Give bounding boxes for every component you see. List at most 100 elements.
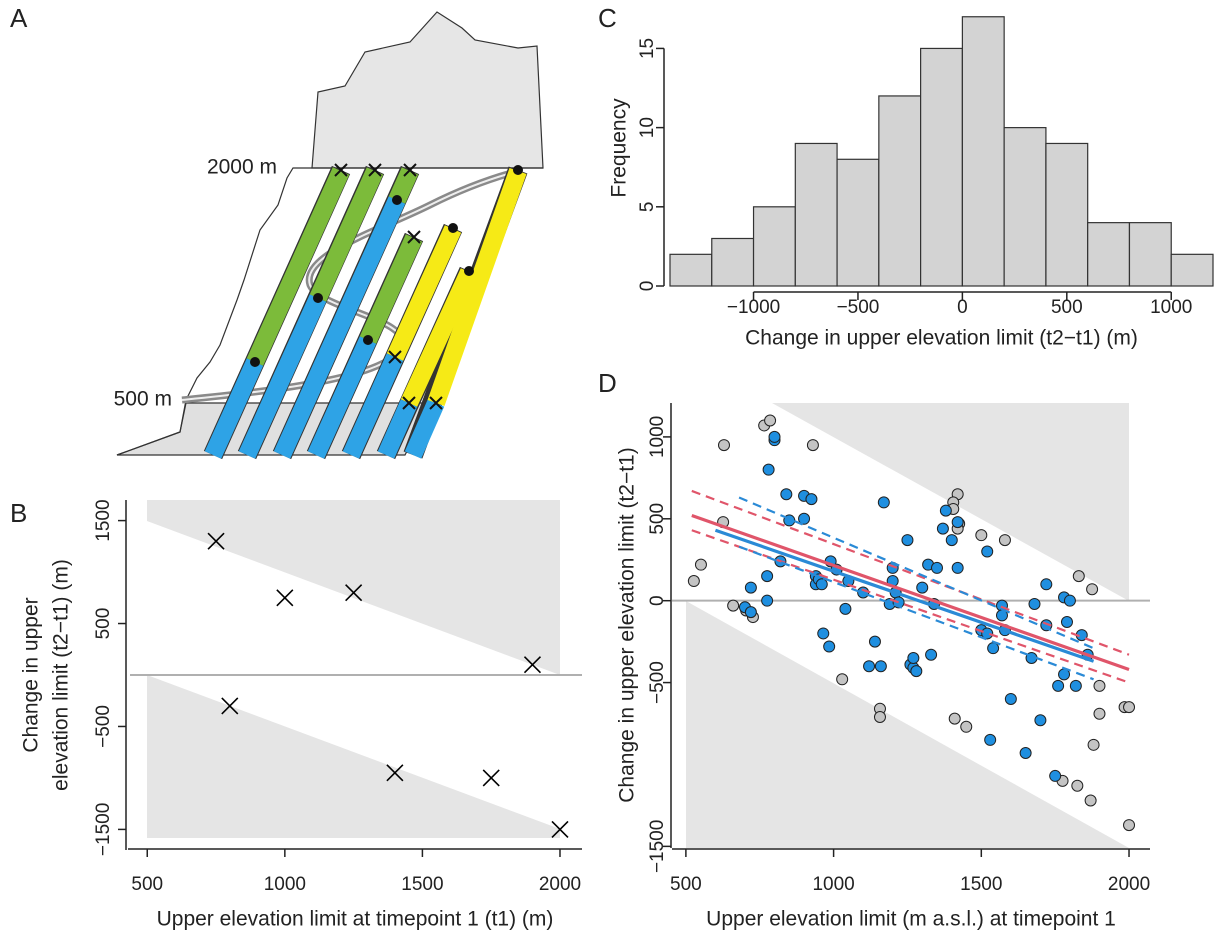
- y-axis-title: Frequency: [608, 98, 631, 198]
- x-axis-title: Change in upper elevation limit (t2−t1) …: [745, 327, 1138, 350]
- point: [1072, 570, 1085, 583]
- point: [916, 581, 929, 594]
- elevation-label: 2000 m: [207, 156, 277, 179]
- y-tick-label: −1500: [93, 803, 114, 856]
- bar: [794, 142, 838, 287]
- x-tick-label: 1000: [812, 874, 854, 895]
- point: [1049, 769, 1062, 782]
- point: [762, 463, 775, 476]
- panel-label: A: [10, 3, 28, 33]
- x-tick-label: 500: [670, 874, 702, 895]
- point: [936, 522, 949, 535]
- point: [925, 648, 938, 661]
- bar: [1045, 142, 1089, 287]
- bar: [752, 206, 796, 287]
- point: [981, 545, 994, 558]
- point: [951, 561, 964, 574]
- point: [687, 575, 700, 588]
- y-tick-label: 10: [637, 117, 658, 138]
- fit-line: [691, 514, 1130, 671]
- point: [1034, 714, 1047, 727]
- x-tick-label: 1000: [264, 874, 306, 895]
- point: [1084, 794, 1097, 807]
- point: [717, 439, 730, 452]
- range-bars: [203, 163, 528, 460]
- point: [482, 769, 500, 787]
- point: [910, 665, 923, 678]
- point: [901, 534, 914, 547]
- x-tick-label: −500: [837, 297, 880, 318]
- point: [221, 697, 239, 715]
- diagram: A: [10, 3, 544, 460]
- point: [1087, 738, 1100, 751]
- point: [939, 504, 952, 517]
- bar: [669, 253, 713, 287]
- point: [981, 627, 994, 640]
- x-tick-label: 1500: [960, 874, 1002, 895]
- x-axis-title: Upper elevation limit (m a.s.l.) at time…: [706, 908, 1116, 931]
- point: [984, 733, 997, 746]
- point: [744, 606, 757, 619]
- bar: [711, 237, 755, 287]
- y-axis-title: elevation limit (t2−t1) (m): [50, 559, 73, 791]
- y-tick-label: 500: [93, 608, 114, 640]
- point: [960, 720, 973, 733]
- bar: [836, 158, 880, 287]
- x-tick-label: 2000: [539, 874, 581, 895]
- confidence-line: [691, 529, 1130, 684]
- y-tick-label: 500: [647, 503, 668, 535]
- mountain-top: [311, 11, 544, 169]
- point: [1052, 679, 1065, 692]
- y-tick-label: 15: [637, 38, 658, 59]
- point: [877, 496, 890, 509]
- point: [1123, 819, 1136, 832]
- point: [764, 414, 777, 427]
- point: [1063, 594, 1076, 607]
- point: [1028, 597, 1041, 610]
- point: [276, 589, 294, 607]
- x-tick-label: 500: [1051, 297, 1083, 318]
- x-tick-label: −1000: [727, 297, 780, 318]
- y-tick-label: −1500: [647, 820, 668, 873]
- point: [1004, 692, 1017, 705]
- y-axis-title: Change in upper: [20, 597, 43, 752]
- constraint-region: [147, 675, 560, 838]
- y-tick-label: −500: [647, 661, 668, 704]
- bar: [878, 95, 922, 287]
- point: [873, 710, 886, 723]
- point: [1019, 747, 1032, 760]
- bar: [1087, 222, 1131, 287]
- point: [694, 558, 707, 571]
- point: [1069, 679, 1082, 692]
- point: [1071, 779, 1084, 792]
- elevation-label: 500 m: [114, 388, 172, 411]
- point: [806, 439, 819, 452]
- bar: [1170, 253, 1214, 287]
- point: [761, 594, 774, 607]
- x-axis-title: Upper elevation limit at timepoint 1 (t1…: [157, 908, 554, 931]
- point: [863, 660, 876, 673]
- point: [761, 570, 774, 583]
- point: [948, 712, 961, 725]
- confidence-line: [738, 545, 1094, 681]
- bar: [1003, 127, 1047, 287]
- point: [1093, 679, 1106, 692]
- fit-line: [714, 528, 1095, 663]
- point: [1086, 583, 1099, 596]
- point: [551, 820, 569, 838]
- point: [930, 561, 943, 574]
- x-tick-label: 0: [957, 297, 968, 318]
- y-tick-label: 1500: [93, 499, 114, 541]
- point: [727, 599, 740, 612]
- point: [945, 534, 958, 547]
- point: [386, 764, 404, 782]
- x-tick-label: 1500: [401, 874, 443, 895]
- point: [1040, 578, 1053, 591]
- point: [805, 493, 818, 506]
- bar: [961, 16, 1005, 287]
- point: [951, 516, 964, 529]
- y-tick-label: 0: [647, 595, 668, 606]
- point: [823, 640, 836, 653]
